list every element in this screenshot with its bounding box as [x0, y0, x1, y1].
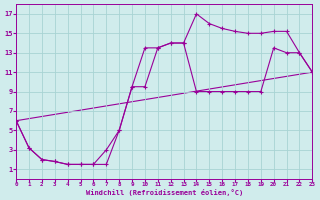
X-axis label: Windchill (Refroidissement éolien,°C): Windchill (Refroidissement éolien,°C) — [86, 189, 243, 196]
